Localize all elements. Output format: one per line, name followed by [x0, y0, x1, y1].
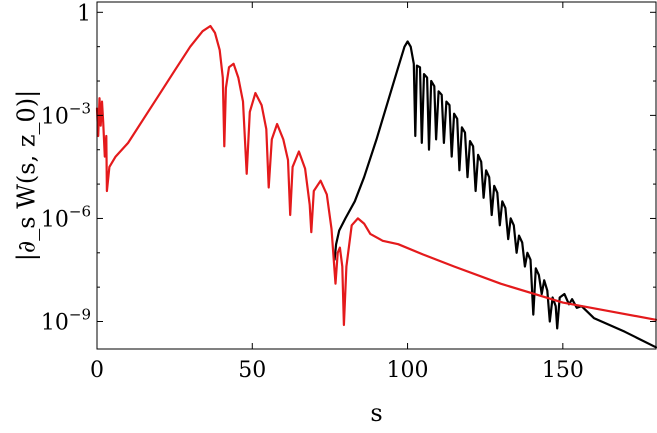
series-line-1: [95, 24, 657, 327]
y-tick-label: 10−9: [41, 306, 91, 336]
plot-frame: [96, 1, 657, 350]
x-tick-label: 50: [238, 358, 266, 383]
plot-area: [97, 2, 656, 349]
x-tick-label: 150: [542, 358, 584, 383]
plot-background: [97, 2, 656, 349]
x-tick-label: 0: [90, 358, 104, 383]
series-line-0: [333, 40, 657, 349]
series-layer: [95, 24, 657, 349]
y-tick-label: 10−3: [41, 99, 91, 129]
x-axis-label: s: [370, 399, 382, 427]
axes-layer: 0 50 100 150 1 10−3 10−6 10−9: [41, 1, 657, 383]
y-tick-label: 1: [77, 1, 91, 26]
y-axis-label: |∂_s W(s, z_0)|: [13, 90, 42, 261]
y-tick-label: 10−6: [41, 202, 91, 232]
x-tick-label: 100: [387, 358, 429, 383]
